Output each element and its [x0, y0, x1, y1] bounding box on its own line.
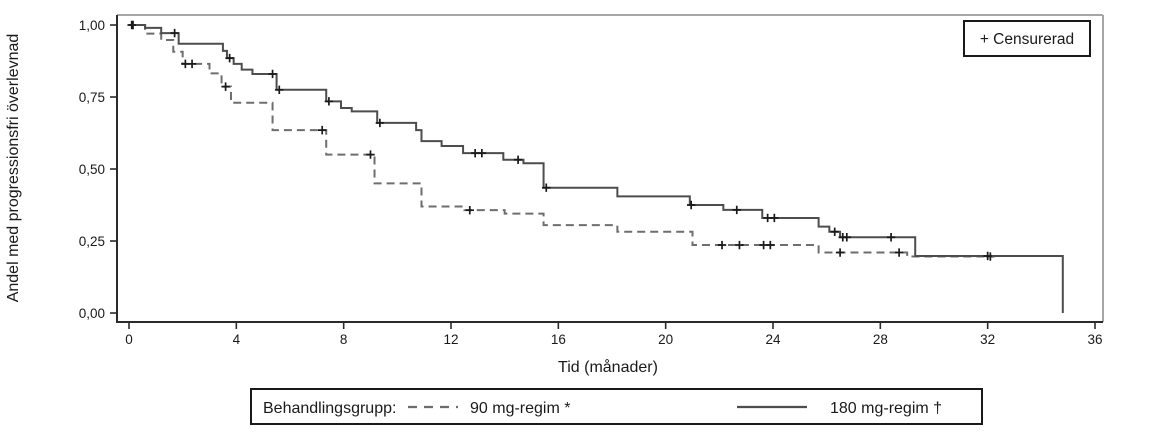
censor-mark [366, 150, 375, 159]
censor-mark [886, 233, 896, 242]
legend-box-border [250, 388, 983, 425]
censor-mark [830, 227, 839, 236]
legend-title: Behandlingsgrupp: [263, 400, 396, 417]
x-tick-label: 20 [658, 332, 673, 347]
y-tick-label: 0,50 [79, 162, 105, 177]
censor-mark [318, 125, 327, 135]
x-tick-label: 0 [125, 332, 133, 347]
x-tick-label: 16 [551, 332, 566, 347]
censor-mark [770, 213, 779, 223]
x-tick-label: 32 [980, 332, 995, 347]
censor-mark [275, 85, 284, 94]
x-tick-label: 4 [233, 332, 241, 347]
censor-mark [983, 251, 992, 261]
censor-mark [465, 205, 474, 215]
censor-mark [835, 248, 845, 257]
legend-series2-label: 180 mg-regim † [830, 400, 942, 417]
x-tick-label: 36 [1087, 332, 1102, 347]
y-axis-ticks: 1,00 0,75 0,50 0,25 0,00 [79, 18, 117, 321]
curve-90mg [129, 24, 994, 258]
plot-frame [116, 14, 1104, 323]
y-tick-label: 0,00 [79, 306, 105, 321]
censor-mark [221, 82, 230, 91]
censor-mark [717, 240, 727, 250]
censored-box-border [963, 20, 1091, 57]
legend: Behandlingsgrupp: 90 mg-regim * 180 mg-r… [250, 388, 983, 425]
x-tick-label: 28 [873, 332, 888, 347]
censor-mark [170, 28, 179, 38]
censor-mark [477, 148, 487, 158]
censored-annotation-box: + Censurerad [963, 20, 1091, 57]
censor-mark [732, 205, 741, 215]
legend-series1-label: 90 mg-regim * [470, 400, 570, 417]
censor-mark [225, 53, 234, 63]
survival-curves [127, 20, 1064, 313]
censor-mark [324, 97, 334, 106]
x-axis-ticks: 0 4 8 12 16 20 24 28 32 36 [125, 322, 1103, 347]
y-tick-label: 1,00 [79, 18, 105, 33]
censor-mark [127, 20, 136, 30]
censor-mark [842, 233, 851, 242]
censor-mark [766, 240, 775, 250]
x-tick-label: 24 [765, 332, 781, 347]
x-axis-title: Tid (månader) [558, 358, 658, 376]
y-axis-title: Andel med progressionsfri överlevnad [5, 34, 22, 303]
censor-mark [513, 155, 523, 164]
x-tick-label: 8 [340, 332, 348, 347]
censor-mark [735, 240, 744, 250]
censor-mark [894, 248, 904, 257]
censor-mark [686, 200, 696, 210]
x-tick-label: 12 [443, 332, 458, 347]
y-tick-label: 0,75 [79, 90, 105, 105]
censor-mark [542, 183, 551, 192]
censor-mark [268, 69, 277, 79]
censored-box-label: + Censurerad [980, 31, 1074, 48]
curve-180mg [129, 24, 1064, 313]
y-tick-label: 0,25 [79, 234, 105, 249]
censor-mark [187, 59, 197, 69]
censor-mark [375, 118, 385, 128]
